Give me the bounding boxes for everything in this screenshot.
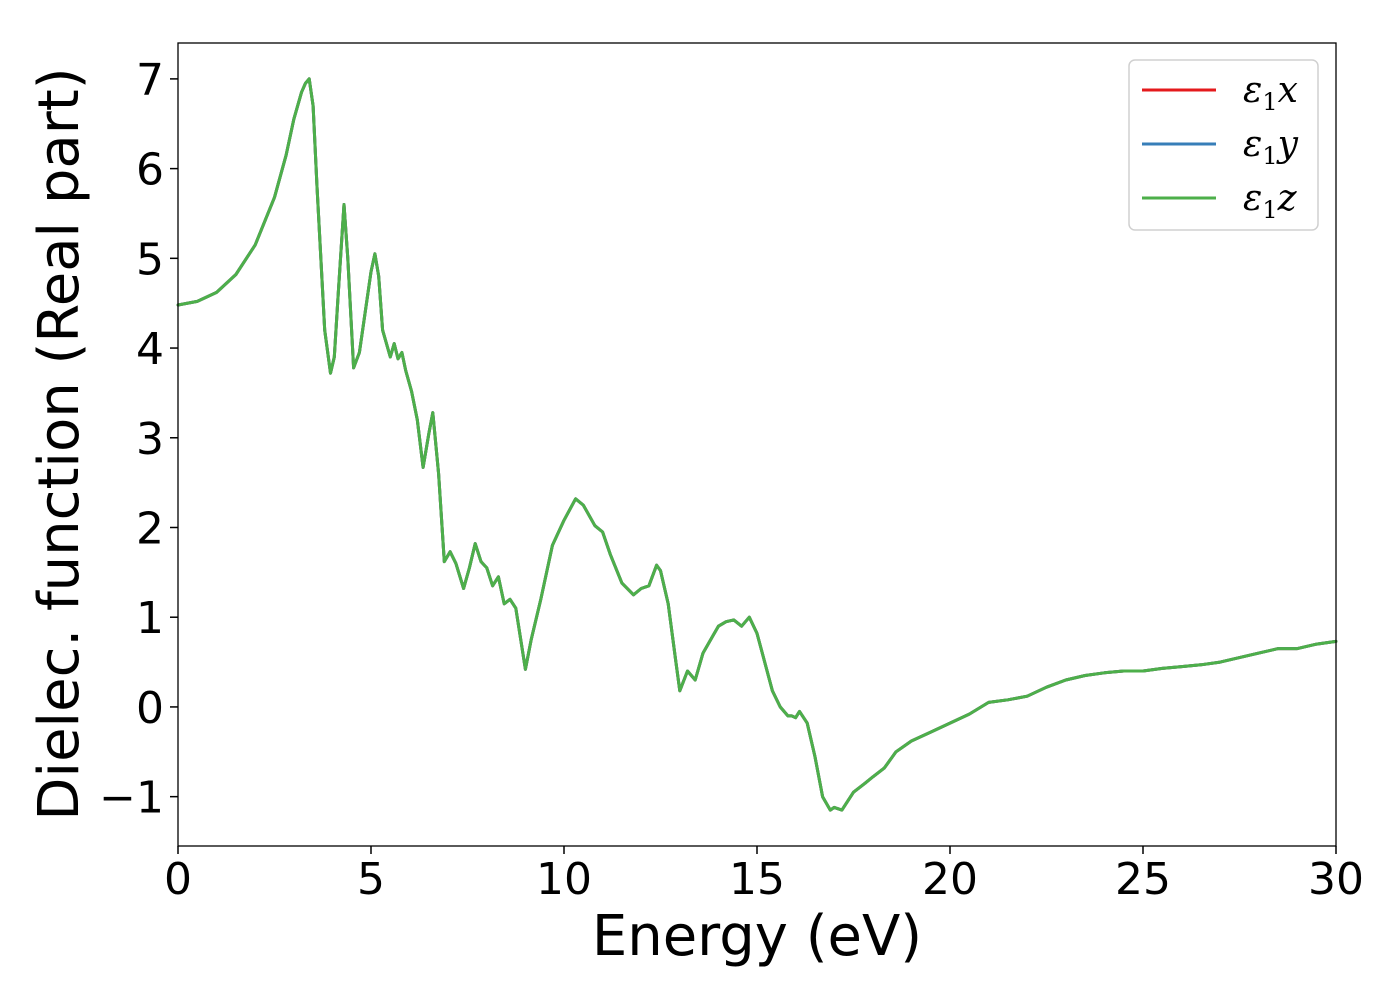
x-tick-label: 15 [729, 854, 785, 905]
y-tick-label: 2 [136, 503, 164, 554]
series-line-z [176, 77, 1338, 812]
legend-variable: y [1276, 124, 1299, 165]
legend-subscript: 1 [1262, 196, 1277, 224]
x-axis-label: Energy (eV) [592, 904, 922, 969]
y-tick-label: 6 [136, 145, 164, 196]
legend-label-z: ε1z [1243, 178, 1298, 224]
legend-label-y: ε1y [1243, 124, 1299, 170]
series-group [176, 77, 1338, 812]
legend-box [1128, 59, 1319, 231]
y-axis: −1 0 1 2 3 4 5 6 7 [99, 55, 178, 824]
x-tick-label: 10 [536, 854, 592, 905]
legend-base: ε [1243, 124, 1262, 165]
legend-variable: x [1278, 70, 1298, 111]
y-tick-label: 5 [136, 234, 164, 285]
y-tick-label: 3 [136, 414, 164, 465]
x-axis: 0 5 10 15 20 25 30 [164, 846, 1364, 905]
x-tick-label: 20 [922, 854, 978, 905]
legend-base: ε [1243, 178, 1262, 219]
x-tick-label: 5 [357, 854, 385, 905]
legend-label-x: ε1x [1243, 70, 1298, 116]
legend-subscript: 1 [1262, 88, 1277, 116]
legend-base: ε [1243, 70, 1262, 111]
y-tick-label: −1 [99, 773, 164, 824]
y-tick-label: 0 [136, 683, 164, 734]
legend-subscript: 1 [1262, 142, 1277, 170]
y-tick-label: 4 [136, 324, 164, 375]
legend-variable: z [1277, 178, 1298, 219]
y-axis-label: Dielec. function (Real part) [27, 67, 92, 820]
x-tick-label: 0 [164, 854, 192, 905]
y-tick-label: 1 [136, 593, 164, 644]
y-tick-label: 7 [136, 55, 164, 106]
x-tick-label: 30 [1308, 854, 1364, 905]
x-tick-label: 25 [1115, 854, 1171, 905]
